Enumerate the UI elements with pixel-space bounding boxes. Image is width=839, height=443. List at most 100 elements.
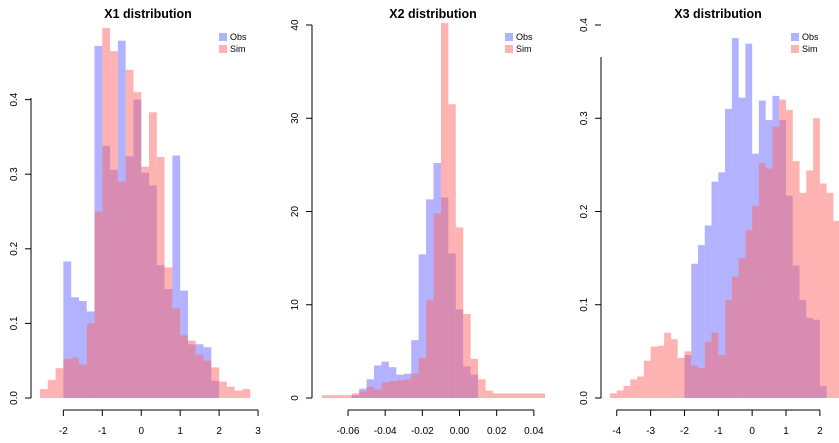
sim-bar <box>500 393 508 398</box>
y-tick-label: 0.4 <box>579 18 590 32</box>
sim-bar <box>698 368 705 398</box>
sim-bar <box>515 393 523 398</box>
y-tick-label: 0.4 <box>9 92 20 106</box>
sim-bar <box>242 389 251 398</box>
sim-bar <box>110 51 118 399</box>
sim-bar <box>226 386 235 398</box>
sim-bar <box>448 104 456 398</box>
sim-bar <box>381 382 389 398</box>
sim-bar <box>643 360 651 398</box>
sim-bar <box>102 27 111 398</box>
sim-bar <box>537 393 545 398</box>
y-tick-label: 0.0 <box>579 391 590 405</box>
obs-bar <box>738 97 746 399</box>
sim-bar <box>344 395 352 398</box>
sim-bar <box>691 365 698 398</box>
y-tick-label: 0.2 <box>579 204 590 218</box>
sim-bar <box>650 346 658 398</box>
sim-bar <box>772 126 780 398</box>
obs-bar <box>426 199 434 398</box>
x-tick-label: 0 <box>749 426 755 437</box>
panel-2: X2 distribution 0 10 20 30 40 -0.06 -0.04 -0.02 0… <box>290 7 545 437</box>
sim-bar <box>731 276 739 398</box>
x-tick-label: -0.02 <box>411 426 434 437</box>
legend-swatch-obs <box>791 33 799 41</box>
sim-bar <box>164 267 173 398</box>
x-tick-label: -0.04 <box>374 426 397 437</box>
legend-label-sim: Sim <box>516 44 532 54</box>
sim-bar <box>141 166 150 398</box>
sim-bar <box>455 227 464 398</box>
y-tick-label: 0.0 <box>9 391 20 405</box>
sim-bar <box>718 355 726 398</box>
y-tick-label: 0.2 <box>9 241 20 255</box>
obs-bar <box>418 254 427 398</box>
sim-bar <box>664 332 671 398</box>
sim-bar <box>195 354 204 398</box>
sim-bar <box>133 92 142 398</box>
sim-bar <box>478 379 486 398</box>
sim-bar <box>826 192 834 398</box>
sim-bar <box>219 381 227 398</box>
sim-bar <box>657 345 665 398</box>
sim-bar <box>745 230 753 398</box>
sim-bar <box>819 183 827 398</box>
sim-bar <box>507 393 516 398</box>
x-tick-label: 1 <box>177 426 183 437</box>
obs-bar <box>731 38 739 399</box>
sim-bar <box>610 393 617 398</box>
sim-bar <box>63 359 72 398</box>
x-tick-label: -3 <box>646 426 655 437</box>
y-tick-label: 0.3 <box>579 111 590 125</box>
sim-bar <box>71 357 79 398</box>
y-tick-label: 10 <box>290 299 301 311</box>
sim-bar <box>396 380 404 398</box>
sim-bar <box>203 360 212 398</box>
legend-label-sim: Sim <box>802 44 818 54</box>
legend-swatch-sim <box>219 45 227 53</box>
legend-label-obs: Obs <box>802 32 819 42</box>
sim-bar <box>172 308 181 398</box>
x-tick-label: 0 <box>138 426 144 437</box>
obs-bar <box>411 340 419 398</box>
x-tick-label: 2 <box>817 426 823 437</box>
obs-bar <box>704 225 712 398</box>
y-tick-label: 20 <box>290 206 301 218</box>
y-tick-label: 30 <box>290 112 301 124</box>
sim-bar <box>765 168 773 398</box>
x-tick-label: 0.04 <box>524 426 544 437</box>
obs-bar <box>745 43 753 399</box>
sim-bar <box>47 380 56 398</box>
sim-bar <box>786 109 793 399</box>
legend-swatch-sim <box>791 45 799 53</box>
x-tick-label: 2 <box>216 426 222 437</box>
obs-bar <box>691 263 698 398</box>
sim-bar <box>616 390 624 398</box>
sim-bar <box>677 357 685 398</box>
sim-bar <box>792 161 800 398</box>
sim-bar <box>684 351 692 399</box>
sim-bar <box>411 373 419 398</box>
sim-bar <box>187 340 196 398</box>
panel-1: X1 distribution 0.0 0.1 0.2 0.3 0.4 -2 -1 0 1 2 3 Ob… <box>9 7 261 437</box>
sim-bar <box>180 335 188 398</box>
chart-title: X2 distribution <box>389 7 477 21</box>
panel-3: X3 distribution 0.0 0.1 0.2 0.3 0.4 -4 -3 -2 -1 0 1… <box>579 7 839 437</box>
x-tick-label: -2 <box>59 426 68 437</box>
x-tick-label: 3 <box>255 426 261 437</box>
sim-bar <box>117 181 126 398</box>
sim-bar <box>779 99 786 398</box>
sim-bar <box>403 379 412 398</box>
sim-bar <box>725 300 732 398</box>
sim-bar <box>738 258 746 399</box>
sim-bar <box>125 69 134 398</box>
sim-bar <box>752 205 759 398</box>
legend-swatch-obs <box>219 33 227 41</box>
sim-bar <box>630 379 638 398</box>
y-tick-label: 40 <box>290 19 301 31</box>
sim-bar <box>40 389 48 398</box>
chart-title: X1 distribution <box>104 7 192 21</box>
obs-bar <box>172 155 181 398</box>
obs-bar <box>78 301 87 398</box>
sim-bar <box>336 395 345 398</box>
